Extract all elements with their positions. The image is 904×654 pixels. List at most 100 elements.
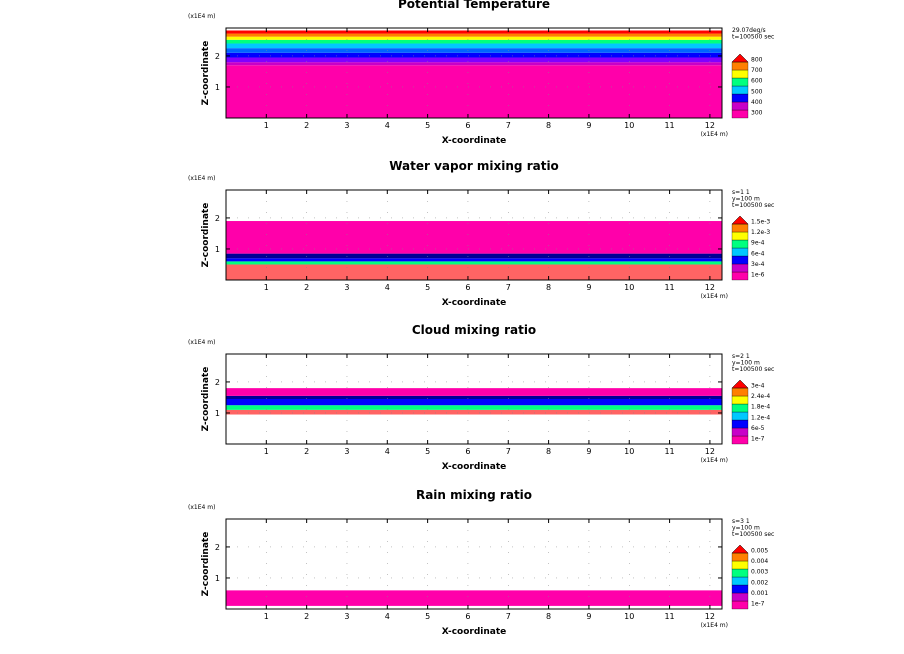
x-tick-label: 11 <box>664 447 674 456</box>
x-tick-label: 1 <box>264 612 269 621</box>
colorbar-segment <box>731 568 749 578</box>
x-tick-label: 8 <box>546 612 551 621</box>
x-tick-label: 3 <box>344 283 349 292</box>
field-layer <box>226 65 722 118</box>
x-tick-label: 7 <box>506 447 511 456</box>
field-layer <box>226 39 722 44</box>
colorbar-label: 300 <box>751 110 763 117</box>
field-layer <box>226 261 722 265</box>
x-axis-label: X-coordinate <box>442 627 507 637</box>
x-tick-label: 4 <box>385 447 390 456</box>
x-tick-label: 10 <box>624 121 634 130</box>
x-tick-label: 12 <box>705 283 715 292</box>
x-tick-label: 9 <box>586 283 591 292</box>
colorbar-arrow <box>731 53 749 63</box>
colorbar-segment <box>731 223 749 233</box>
z-tick-label: 2 <box>215 543 220 552</box>
colorbar-segment <box>731 93 749 103</box>
field-layer <box>226 405 722 410</box>
colorbar-segment <box>731 247 749 257</box>
x-tick-label: 1 <box>264 283 269 292</box>
x-tick-label: 6 <box>465 447 470 456</box>
z-axis-label: Z-coordinate <box>201 367 211 432</box>
colorbar-label: 1e-7 <box>751 601 765 608</box>
field-layer <box>226 258 722 262</box>
z-unit-label: (x1E4 m) <box>188 13 215 20</box>
x-tick-label: 3 <box>344 121 349 130</box>
x-tick-label: 4 <box>385 121 390 130</box>
colorbar-arrow <box>731 544 749 554</box>
x-tick-label: 8 <box>546 121 551 130</box>
z-tick-label: 2 <box>215 214 220 223</box>
colorbar-label: 600 <box>751 78 763 85</box>
info-text: t=100500 sec <box>732 34 774 41</box>
z-tick-label: 2 <box>215 52 220 61</box>
x-unit-label: (x1E4 m) <box>701 293 728 300</box>
z-tick-label: 2 <box>215 378 220 387</box>
x-tick-label: 1 <box>264 447 269 456</box>
colorbar-segment <box>731 427 749 437</box>
x-tick-label: 11 <box>664 612 674 621</box>
colorbar-segment <box>731 255 749 265</box>
x-tick-label: 10 <box>624 283 634 292</box>
chart-title: Cloud mixing ratio <box>412 323 536 337</box>
field-layer <box>226 395 722 399</box>
colorbar-label: 1e-7 <box>751 436 765 443</box>
x-unit-label: (x1E4 m) <box>701 131 728 138</box>
field-layer <box>226 43 722 49</box>
colorbar-label: 1.2e-4 <box>751 414 770 421</box>
field-layer <box>226 52 722 58</box>
z-tick-label: 1 <box>215 409 220 418</box>
info-text: y=100 m <box>732 525 760 532</box>
x-tick-label: 2 <box>304 612 309 621</box>
chart-title: Potential Temperature <box>398 0 550 11</box>
x-tick-label: 8 <box>546 447 551 456</box>
field-layer <box>226 388 722 396</box>
info-text: s=1 1 <box>732 189 750 196</box>
colorbar-segment <box>731 387 749 397</box>
x-tick-label: 11 <box>664 121 674 130</box>
x-tick-label: 7 <box>506 283 511 292</box>
field-layer <box>226 48 722 53</box>
x-tick-label: 6 <box>465 121 470 130</box>
colorbar-segment <box>731 435 749 445</box>
colorbar-segment <box>731 419 749 429</box>
field-layer <box>226 33 722 37</box>
x-tick-label: 5 <box>425 612 430 621</box>
info-text: t=100500 sec <box>732 531 774 538</box>
field-layer <box>226 264 722 280</box>
colorbar-segment <box>731 592 749 602</box>
colorbar-segment <box>731 395 749 405</box>
info-text: t=100500 sec <box>732 202 774 209</box>
x-tick-label: 4 <box>385 283 390 292</box>
x-tick-label: 6 <box>465 283 470 292</box>
x-axis-label: X-coordinate <box>442 298 507 308</box>
info-text: y=100 m <box>732 360 760 367</box>
colorbar-segment <box>731 403 749 413</box>
colorbar-label: 800 <box>751 56 763 63</box>
info-text: 29.07deg/s <box>732 27 766 34</box>
colorbar-segment <box>731 600 749 610</box>
field-layer <box>226 253 722 259</box>
x-unit-label: (x1E4 m) <box>701 457 728 464</box>
x-tick-label: 8 <box>546 283 551 292</box>
x-tick-label: 6 <box>465 612 470 621</box>
colorbar-label: 700 <box>751 67 763 74</box>
x-tick-label: 12 <box>705 447 715 456</box>
x-tick-label: 10 <box>624 612 634 621</box>
colorbar-segment <box>731 101 749 111</box>
info-text: t=100500 sec <box>732 366 774 373</box>
colorbar-label: 1e-6 <box>751 272 765 279</box>
colorbar-segment <box>731 552 749 562</box>
x-tick-label: 9 <box>586 121 591 130</box>
field-layer <box>226 409 722 415</box>
z-tick-label: 1 <box>215 574 220 583</box>
x-tick-label: 1 <box>264 121 269 130</box>
info-text: y=100 m <box>732 196 760 203</box>
colorbar-label: 400 <box>751 99 763 106</box>
chart-title: Rain mixing ratio <box>416 488 532 502</box>
